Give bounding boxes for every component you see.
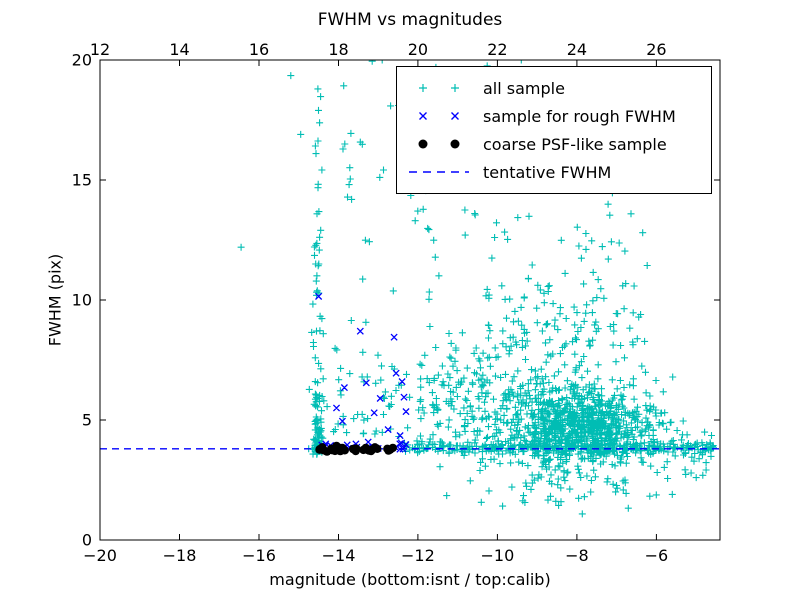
x-marker-icon (407, 105, 471, 127)
y-tick-label: 0 (82, 531, 92, 550)
x-tick-label-bottom: −12 (401, 546, 435, 565)
legend-item-rough-fwhm: sample for rough FWHM (407, 102, 707, 130)
x-tick-label-top: 20 (408, 40, 428, 59)
y-tick-label: 20 (72, 51, 92, 70)
legend-item-coarse-psf: coarse PSF-like sample (407, 130, 707, 158)
y-tick-label: 10 (72, 291, 92, 310)
legend-label-tentative-fwhm: tentative FWHM (483, 162, 612, 182)
x-tick-label-bottom: −20 (83, 546, 117, 565)
x-tick-label-top: 26 (646, 40, 666, 59)
legend-label-coarse-psf: coarse PSF-like sample (483, 134, 667, 154)
y-tick-label: 15 (72, 171, 92, 190)
x-tick-label-top: 24 (567, 40, 587, 59)
y-tick-label: 5 (82, 411, 92, 430)
x-axis-label: magnitude (bottom:isnt / top:calib) (269, 570, 551, 589)
legend-label-rough-fwhm: sample for rough FWHM (483, 106, 676, 126)
x-tick-label-top: 18 (328, 40, 348, 59)
legend: all sample sample for rough FWHM coarse … (396, 66, 712, 194)
plus-marker-icon (407, 77, 471, 99)
legend-item-all-sample: all sample (407, 74, 707, 102)
circle-marker-icon (407, 133, 471, 155)
x-tick-label-bottom: −18 (163, 546, 197, 565)
dashed-line-icon (407, 161, 471, 183)
x-tick-label-top: 12 (90, 40, 110, 59)
chart-title: FWHM vs magnitudes (317, 10, 503, 30)
x-tick-label-top: 16 (249, 40, 269, 59)
x-tick-label-top: 14 (169, 40, 189, 59)
series-points-2 (315, 441, 397, 456)
x-tick-label-bottom: −10 (481, 546, 515, 565)
x-tick-label-bottom: −14 (322, 546, 356, 565)
legend-label-all-sample: all sample (483, 78, 565, 98)
y-axis-label: FWHM (pix) (45, 253, 65, 347)
x-tick-label-bottom: −8 (565, 546, 589, 565)
x-tick-label-top: 22 (487, 40, 507, 59)
legend-item-tentative-fwhm: tentative FWHM (407, 158, 707, 186)
x-tick-label-bottom: −6 (645, 546, 669, 565)
series-points-0 (237, 60, 717, 518)
x-tick-label-bottom: −16 (242, 546, 276, 565)
